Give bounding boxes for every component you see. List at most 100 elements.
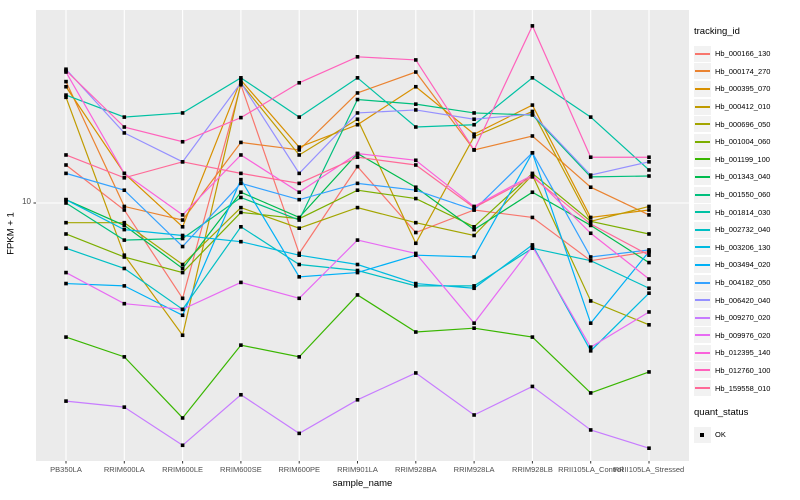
data-point xyxy=(414,188,418,193)
data-point xyxy=(297,190,301,195)
data-point xyxy=(64,399,68,403)
legend-item-Hb_000174_270: Hb_000174_270 xyxy=(694,63,799,81)
legend-key-icon xyxy=(694,186,711,203)
data-point xyxy=(122,131,127,135)
data-point xyxy=(472,286,476,291)
data-point xyxy=(530,244,535,249)
data-point xyxy=(472,233,476,238)
data-point xyxy=(647,160,651,164)
data-point xyxy=(355,117,360,122)
legend-key-icon xyxy=(694,362,711,379)
data-point xyxy=(239,343,243,347)
data-point xyxy=(239,224,243,229)
data-point xyxy=(239,80,243,85)
quant-status-legend-row: OK xyxy=(694,426,799,444)
legend-item-label: Hb_001550_060 xyxy=(715,190,771,200)
data-point xyxy=(472,255,476,259)
data-point xyxy=(414,125,418,129)
data-point xyxy=(530,384,535,389)
data-point xyxy=(472,321,476,325)
legend-item-Hb_000395_070: Hb_000395_070 xyxy=(694,80,799,98)
data-point xyxy=(414,251,418,256)
data-point xyxy=(588,321,593,325)
data-point xyxy=(355,91,360,95)
data-point xyxy=(297,181,301,186)
data-point xyxy=(297,80,301,85)
data-point xyxy=(647,370,651,374)
data-point xyxy=(297,262,301,267)
legend-item-label: Hb_004182_050 xyxy=(715,278,771,288)
data-point xyxy=(472,227,476,232)
x-axis-title: sample_name xyxy=(332,478,393,489)
x-axis-tick-label: RRIM600SE xyxy=(220,465,262,474)
data-point xyxy=(472,134,476,139)
data-point xyxy=(64,93,68,97)
data-point xyxy=(64,246,68,251)
data-point xyxy=(647,168,651,172)
legend-item-Hb_002732_040: Hb_002732_040 xyxy=(694,221,799,239)
data-point xyxy=(588,428,593,432)
data-point xyxy=(180,233,185,238)
legend-key-icon xyxy=(694,344,711,361)
legend-key-icon xyxy=(694,151,711,168)
quant-status-key-icon xyxy=(694,426,711,443)
legend-item-Hb_001004_060: Hb_001004_060 xyxy=(694,133,799,151)
legend-key-icon xyxy=(694,63,711,80)
data-point xyxy=(297,218,301,222)
legend-item-Hb_001550_060: Hb_001550_060 xyxy=(694,186,799,204)
data-point xyxy=(64,95,68,100)
data-point xyxy=(414,220,418,225)
legend-key-icon xyxy=(694,380,711,397)
data-point xyxy=(297,171,301,176)
data-point xyxy=(414,284,418,288)
data-point xyxy=(647,260,651,265)
data-point xyxy=(355,270,360,275)
legend-item-Hb_000696_050: Hb_000696_050 xyxy=(694,115,799,133)
data-point xyxy=(588,299,593,303)
quant-status-legend-title: quant_status xyxy=(694,406,749,418)
data-point xyxy=(239,190,243,195)
data-point xyxy=(355,188,360,193)
data-point xyxy=(472,132,476,136)
data-point xyxy=(414,330,418,334)
legend-item-label: Hb_003494_020 xyxy=(715,260,771,270)
x-axis-tick-label: RRII105LA_Control xyxy=(558,465,623,474)
data-point xyxy=(64,220,68,225)
data-point xyxy=(180,236,185,241)
data-point xyxy=(414,371,418,375)
data-point xyxy=(122,204,127,209)
data-point xyxy=(355,293,360,297)
data-point xyxy=(355,181,360,186)
data-point xyxy=(64,84,68,89)
data-point xyxy=(472,208,476,212)
panel-background xyxy=(36,10,689,461)
legend-key-icon xyxy=(694,221,711,238)
legend-item-Hb_003494_020: Hb_003494_020 xyxy=(694,256,799,274)
legend-item-Hb_159558_010: Hb_159558_010 xyxy=(694,379,799,397)
data-point xyxy=(64,79,68,84)
data-point xyxy=(180,270,185,275)
data-point xyxy=(180,307,185,312)
legend-item-Hb_012760_100: Hb_012760_100 xyxy=(694,362,799,380)
data-point xyxy=(414,230,418,235)
data-point xyxy=(472,284,476,288)
data-point xyxy=(414,241,418,246)
legend-items: Hb_000166_130 Hb_000174_270 Hb_000395_070 H… xyxy=(694,45,799,397)
legend-item-Hb_001814_030: Hb_001814_030 xyxy=(694,203,799,221)
data-point xyxy=(414,281,418,286)
data-point xyxy=(647,310,651,314)
data-point xyxy=(239,177,243,182)
data-point xyxy=(180,266,185,271)
data-point xyxy=(530,335,535,339)
data-point xyxy=(64,197,68,202)
data-point xyxy=(239,239,243,244)
data-point xyxy=(647,174,651,178)
data-point xyxy=(530,175,535,179)
quant-status-label: OK xyxy=(715,430,726,440)
data-point xyxy=(180,262,185,267)
data-point xyxy=(588,222,593,226)
data-point xyxy=(297,275,301,279)
legend-item-label: Hb_009270_020 xyxy=(715,313,771,323)
